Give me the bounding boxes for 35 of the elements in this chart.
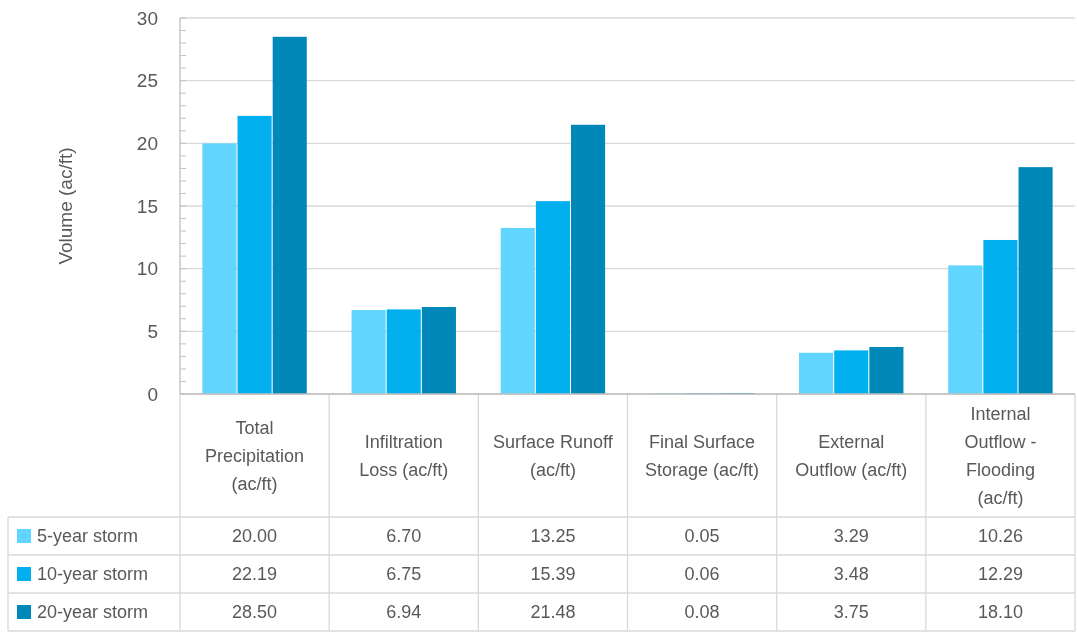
legend-label: 20-year storm <box>37 602 149 623</box>
data-label: 0.06 <box>684 564 720 585</box>
data-label: 28.50 <box>232 602 278 623</box>
y-tick-label: 30 <box>136 7 158 29</box>
x-tick-label: Total Precipitation (ac/ft) <box>205 417 305 494</box>
data-label: 0.05 <box>684 526 720 547</box>
y-tick-label: 15 <box>136 195 158 217</box>
data-label: 12.29 <box>977 564 1023 585</box>
y-tick-label: 0 <box>147 383 158 405</box>
y-tick-label: 5 <box>147 320 158 342</box>
data-label: 3.75 <box>833 602 869 623</box>
x-tick-label: Surface Runoff (ac/ft) <box>493 431 614 480</box>
y-tick-label: 25 <box>136 70 158 92</box>
y-axis-title: Volume (ac/ft) <box>55 147 76 265</box>
x-tick-label: Internal Outflow - Flooding (ac/ft) <box>964 403 1037 508</box>
x-tick-label: External Outflow (ac/ft) <box>795 431 908 480</box>
data-label: 3.48 <box>833 564 869 585</box>
x-tick-label: Infiltration Loss (ac/ft) <box>359 431 449 480</box>
x-tick-label: Final Surface Storage (ac/ft) <box>645 431 760 480</box>
legend-label: 10-year storm <box>37 564 149 585</box>
data-label: 6.75 <box>386 564 422 585</box>
y-tick-label: 20 <box>136 132 158 154</box>
data-label: 18.10 <box>977 602 1023 623</box>
legend-label: 5-year storm <box>37 526 139 547</box>
data-label: 0.08 <box>684 602 720 623</box>
data-label: 3.29 <box>833 526 869 547</box>
data-label: 20.00 <box>232 526 278 547</box>
data-label: 22.19 <box>232 564 278 585</box>
data-label: 6.94 <box>386 602 422 623</box>
data-label: 6.70 <box>386 526 422 547</box>
data-label: 13.25 <box>530 526 576 547</box>
data-label: 10.26 <box>977 526 1023 547</box>
y-tick-label: 10 <box>136 258 158 280</box>
data-label: 21.48 <box>530 602 576 623</box>
data-label: 15.39 <box>530 564 576 585</box>
